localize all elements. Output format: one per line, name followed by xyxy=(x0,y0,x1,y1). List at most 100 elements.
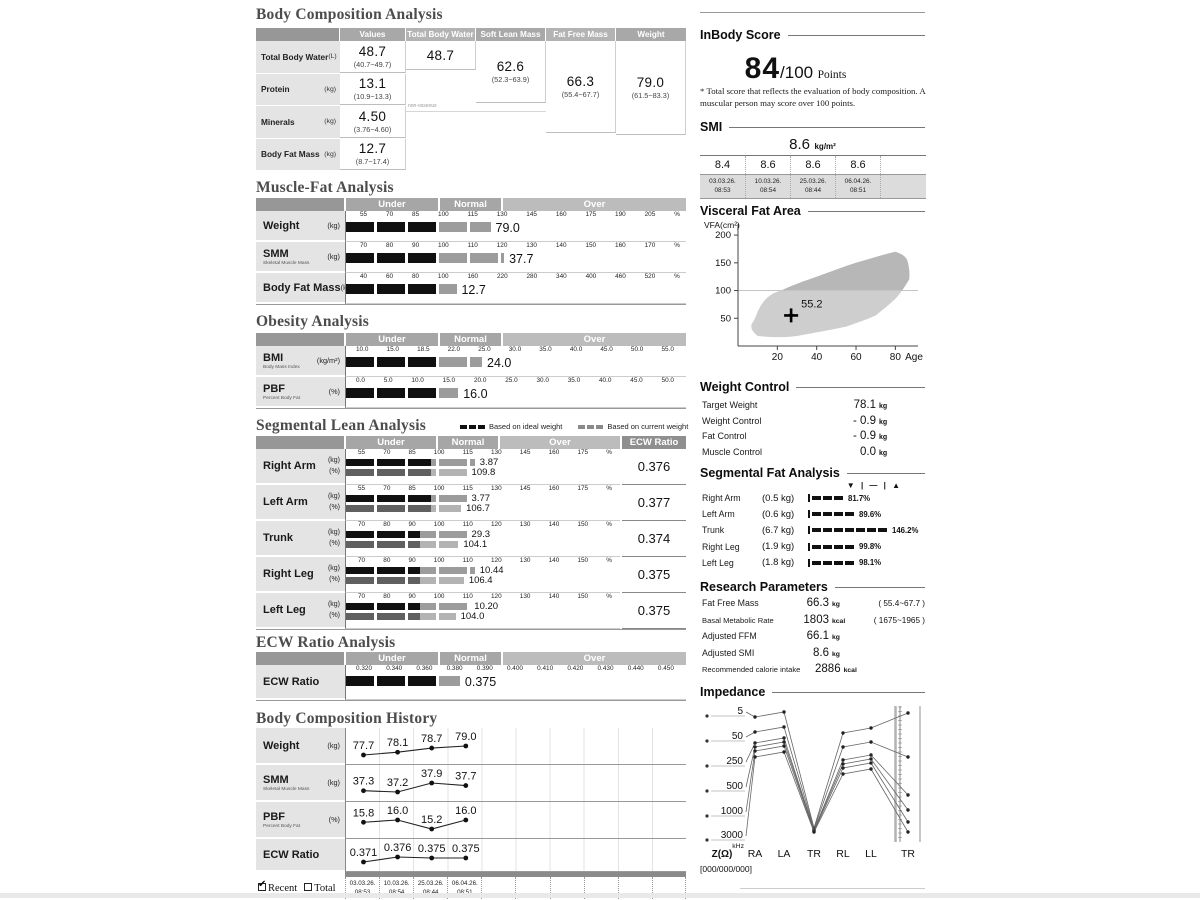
fat-bar-dash xyxy=(834,560,843,565)
section-title-segmental-lean: Segmental Lean Analysis xyxy=(256,417,426,434)
bmi-bar-row: BMI Body Mass Index (kg/m²) 10.0 15.0 18.5 22… xyxy=(256,346,686,377)
axis-tick-label: 460 xyxy=(615,273,626,280)
svg-text:50: 50 xyxy=(732,731,744,742)
value-bar xyxy=(346,541,459,548)
axis-tick-label: 40.0 xyxy=(599,377,612,384)
axis-tick-label: 85 xyxy=(412,211,420,218)
bar-value-label: 3.77 xyxy=(471,493,491,504)
left-arm-pct-bar: 106.7 xyxy=(346,503,620,514)
axis-tick-label: 150 xyxy=(585,242,597,249)
history-weight-row: Weight (kg) 77.7 78.1 78.7 79.0 xyxy=(256,728,686,765)
fat-bar-dash xyxy=(834,544,843,549)
axis-tick-label: 55 xyxy=(360,211,368,218)
bar-value-label: 12.7 xyxy=(461,283,486,297)
section-title-body-composition: Body Composition Analysis xyxy=(256,6,443,23)
recent-checkbox[interactable]: Recent xyxy=(258,879,297,894)
total-checkbox[interactable]: Total xyxy=(304,882,336,894)
history-line-chart: 0.371 0.376 0.375 0.375 xyxy=(350,842,480,865)
axis-tick-label: 400 xyxy=(585,273,597,280)
axis-tick-label: 70 xyxy=(360,242,368,249)
fat-bar-dash xyxy=(878,528,887,533)
axis-tick-label: 130 xyxy=(519,521,531,528)
right-leg-row: Right Leg (kg) (%) 70 80 90 100 110 120 130 140 15… xyxy=(256,557,686,593)
left-arm-kg-bar: 3.77 xyxy=(346,493,620,504)
axis-tick-label: 130 xyxy=(496,211,508,218)
axis-tick-label: 70 xyxy=(358,557,366,564)
axis-tick-label: 120 xyxy=(490,593,502,600)
bar-value-label: 79.0 xyxy=(495,221,520,235)
axis-tick-label: 100 xyxy=(433,449,445,456)
axis-tick-label: 45.0 xyxy=(630,377,643,384)
fat-bar-dash xyxy=(845,560,854,565)
table-header-slm: Soft Lean Mass xyxy=(476,28,545,41)
history-smm-plot: 37.3 37.2 37.9 37.7 xyxy=(345,765,686,802)
trunk-kg-bar: 29.3 xyxy=(346,529,620,540)
svg-text:100: 100 xyxy=(715,286,731,297)
axis-tick-label: 70 xyxy=(358,593,366,600)
value-bar xyxy=(346,357,482,367)
axis-tick-label: 120 xyxy=(496,242,508,249)
smi-table: 8.4 8.6 8.6 8.6 03.03.26. 08:53 10.03.26. 08:… xyxy=(700,155,926,199)
svg-text:0.371: 0.371 xyxy=(350,847,378,859)
history-line-chart: 77.7 78.1 78.7 79.0 xyxy=(353,731,477,758)
section-title-segmental-fat: Segmental Fat Analysis xyxy=(700,466,925,480)
top-rule xyxy=(700,12,925,13)
history-pbf-plot: 15.8 16.0 15.2 16.0 xyxy=(345,802,686,839)
axis-tick-label: 80 xyxy=(383,557,391,564)
section-title-research: Research Parameters xyxy=(700,580,925,594)
recommended-calorie-row: Recommended calorie intake 2886 kcal xyxy=(702,663,857,676)
svg-text:0.375: 0.375 xyxy=(418,843,446,855)
trunk-pct-bar: 104.1 xyxy=(346,539,620,550)
svg-text:15.8: 15.8 xyxy=(353,807,374,819)
recent-checkbox-box xyxy=(258,879,266,891)
table-header-tbw: Total Body Water xyxy=(406,28,475,41)
axis-tick-label: 175 xyxy=(585,211,597,218)
fat-control-row: Fat Control - 0.9 kg xyxy=(702,430,888,442)
history-ecw-plot: 0.371 0.376 0.375 0.375 xyxy=(345,839,686,872)
axis-tick-label: 130 xyxy=(519,593,531,600)
axis-tick-label: 115 xyxy=(462,449,473,456)
history-date: 25.03.26.08:44 xyxy=(413,877,447,899)
svg-text:79.0: 79.0 xyxy=(455,731,476,743)
axis-tick-label: 55 xyxy=(358,485,366,492)
axis-tick-label: 150 xyxy=(577,521,589,528)
axis-tick-label: 80 xyxy=(411,273,420,280)
svg-text:55.2: 55.2 xyxy=(801,298,822,310)
axis-tick-label: 100 xyxy=(437,273,449,280)
smm-bar: 37.7 xyxy=(346,252,686,266)
axis-tick-label: 115 xyxy=(462,485,473,492)
axis-tick-label: 160 xyxy=(548,485,560,492)
axis-tick-label: 22.0 xyxy=(447,346,461,353)
axis-tick-label: 100 xyxy=(433,557,445,564)
left-arm-ecw: 0.377 xyxy=(622,485,686,521)
bar-value-label: 10.20 xyxy=(474,601,499,612)
axis-tick-label: 160 xyxy=(548,449,560,456)
history-date: 06.04.26.08:51 xyxy=(447,877,481,899)
svg-text:60: 60 xyxy=(850,352,862,363)
value-bar xyxy=(346,459,475,466)
right-arm-row: Right Arm (kg) (%) 55 70 85 100 115 130 145 160 17… xyxy=(256,449,686,485)
body-fat-mass-bar: 12.7 xyxy=(346,283,686,297)
body-fat-mass-bar-row: Body Fat Mass(kg) 4060801001602202803404… xyxy=(256,273,686,304)
smm-bar-row: SMM Skeletal Muscle Mass (kg) 70 80 90 100 110… xyxy=(256,242,686,273)
axis-tick-label: 110 xyxy=(462,593,473,600)
axis-tick-label: 150 xyxy=(577,557,589,564)
fat-bar-dash xyxy=(867,528,876,533)
fine-print: non-osseous xyxy=(406,103,546,112)
axis-tick-label: 100 xyxy=(433,485,445,492)
axis-tick-label: 40 xyxy=(360,273,368,280)
bar-value-label: 10.44 xyxy=(479,565,504,576)
axis-tick-label: 110 xyxy=(462,521,473,528)
axis-tick-label: 20.0 xyxy=(473,377,487,384)
svg-text:80: 80 xyxy=(890,352,902,363)
axis-tick-label: % xyxy=(606,521,612,528)
history-date: 10.03.26.08:54 xyxy=(379,877,413,899)
history-axis-bar xyxy=(345,872,686,877)
section-title-muscle-fat: Muscle-Fat Analysis xyxy=(256,179,394,196)
visceral-fat-area-chart: VFA(cm²)200 150 100 50 20 40 60 80 Age 55.2 xyxy=(704,220,923,363)
table-header-blank xyxy=(256,28,339,41)
history-line-chart: 15.8 16.0 15.2 16.0 xyxy=(353,805,477,832)
value-bar xyxy=(346,676,460,686)
axis-tick-label: 130 xyxy=(519,557,531,564)
section-title-inbody-score: InBody Score xyxy=(700,28,925,42)
